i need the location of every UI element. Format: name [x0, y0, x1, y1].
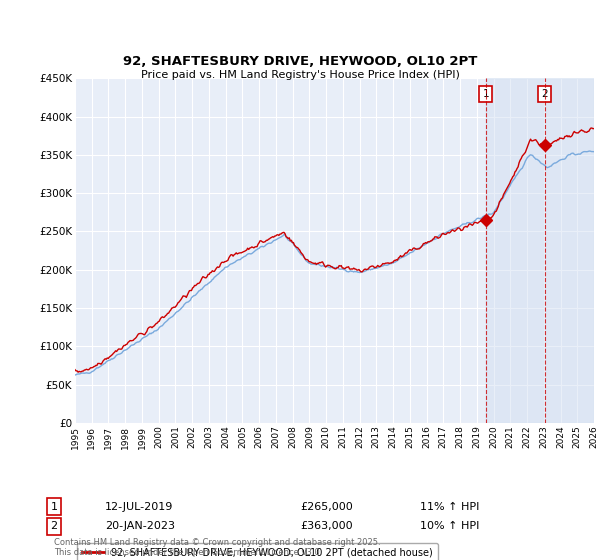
Text: Price paid vs. HM Land Registry's House Price Index (HPI): Price paid vs. HM Land Registry's House …: [140, 69, 460, 80]
Text: 92, SHAFTESBURY DRIVE, HEYWOOD, OL10 2PT: 92, SHAFTESBURY DRIVE, HEYWOOD, OL10 2PT: [123, 55, 477, 68]
Text: Contains HM Land Registry data © Crown copyright and database right 2025.
This d: Contains HM Land Registry data © Crown c…: [54, 538, 380, 557]
Text: 2: 2: [50, 521, 58, 531]
Text: £265,000: £265,000: [300, 502, 353, 512]
Text: 20-JAN-2023: 20-JAN-2023: [105, 521, 175, 531]
Text: 10% ↑ HPI: 10% ↑ HPI: [420, 521, 479, 531]
Text: 11% ↑ HPI: 11% ↑ HPI: [420, 502, 479, 512]
Text: 2: 2: [541, 88, 548, 99]
Text: 12-JUL-2019: 12-JUL-2019: [105, 502, 173, 512]
Text: 1: 1: [50, 502, 58, 512]
Text: 1: 1: [482, 88, 489, 99]
Text: £363,000: £363,000: [300, 521, 353, 531]
Bar: [486, 78, 594, 423]
Legend: 92, SHAFTESBURY DRIVE, HEYWOOD, OL10 2PT (detached house), HPI: Average price, d: 92, SHAFTESBURY DRIVE, HEYWOOD, OL10 2PT…: [77, 543, 438, 560]
